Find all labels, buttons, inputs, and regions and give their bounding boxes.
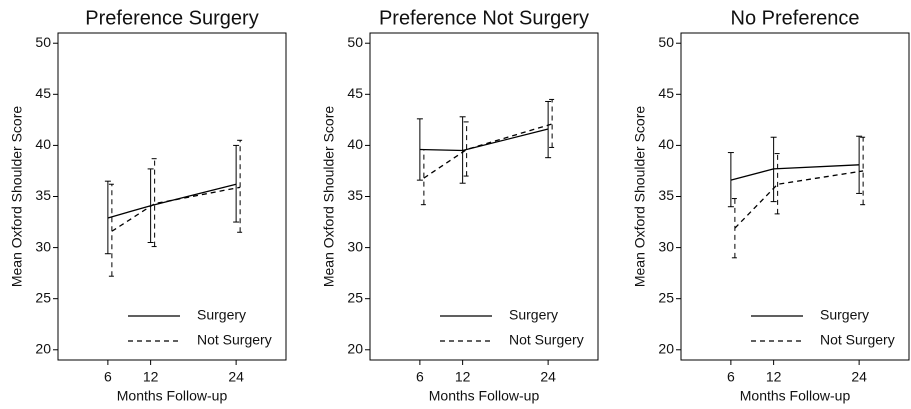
chart-title: Preference Surgery [85, 7, 258, 29]
y-tick-label: 20 [35, 340, 51, 356]
series-line [730, 164, 860, 181]
chart-title: No Preference [731, 7, 860, 29]
legend-label: Not Surgery [820, 332, 895, 348]
y-tick-label: 30 [35, 238, 51, 254]
series-line [107, 183, 237, 219]
x-tick-label: 24 [228, 369, 244, 385]
y-tick-label: 40 [658, 136, 674, 152]
y-tick-label: 30 [658, 238, 674, 254]
y-tick-label: 25 [347, 289, 363, 305]
x-tick-label: 24 [540, 369, 556, 385]
plot-frame [680, 32, 910, 361]
y-tick-label: 50 [35, 34, 51, 50]
y-tick-label: 35 [658, 187, 674, 203]
y-tick-label: 40 [35, 136, 51, 152]
plot-frame [369, 32, 599, 361]
y-tick-label: 40 [347, 136, 363, 152]
y-tick-label: 45 [35, 85, 51, 101]
error-bar [463, 121, 470, 177]
series-line [734, 170, 864, 229]
y-tick-label: 35 [35, 187, 51, 203]
legend-label: Surgery [197, 307, 246, 323]
y-tick-label: 20 [658, 340, 674, 356]
y-tick-label: 30 [347, 238, 363, 254]
legend-label: Surgery [509, 307, 558, 323]
x-axis-title: Months Follow-up [429, 388, 540, 404]
x-tick-label: 24 [851, 369, 867, 385]
y-axis-title: Mean Oxford Shoulder Score [9, 106, 25, 288]
y-tick-label: 45 [658, 85, 674, 101]
y-tick-label: 20 [347, 340, 363, 356]
error-bar [420, 148, 427, 206]
y-axis-title: Mean Oxford Shoulder Score [632, 106, 648, 288]
y-tick-label: 50 [658, 34, 674, 50]
error-bar [774, 153, 781, 215]
plot-frame [57, 32, 287, 361]
y-axis-title: Mean Oxford Shoulder Score [321, 106, 337, 288]
x-tick-label: 6 [727, 369, 735, 385]
error-bar [108, 183, 115, 277]
error-bar [233, 144, 240, 223]
legend-label: Surgery [820, 307, 869, 323]
legend-label: Not Surgery [197, 332, 272, 348]
x-axis-title: Months Follow-up [740, 388, 851, 404]
error-bar [237, 139, 244, 233]
y-tick-label: 25 [35, 289, 51, 305]
x-tick-label: 12 [455, 369, 471, 385]
series-line [423, 123, 553, 179]
error-bar [860, 136, 867, 206]
y-tick-label: 50 [347, 34, 363, 50]
chart-title: Preference Not Surgery [379, 7, 589, 29]
y-tick-label: 45 [347, 85, 363, 101]
series-line [111, 186, 241, 232]
x-tick-label: 12 [143, 369, 159, 385]
legend-label: Not Surgery [509, 332, 584, 348]
x-axis-title: Months Follow-up [117, 388, 228, 404]
y-tick-label: 35 [347, 187, 363, 203]
x-tick-label: 6 [104, 369, 112, 385]
series-line [419, 128, 549, 152]
x-tick-label: 6 [416, 369, 424, 385]
error-bar [151, 158, 158, 248]
x-tick-label: 12 [766, 369, 782, 385]
error-bar [549, 98, 556, 148]
y-tick-label: 25 [658, 289, 674, 305]
